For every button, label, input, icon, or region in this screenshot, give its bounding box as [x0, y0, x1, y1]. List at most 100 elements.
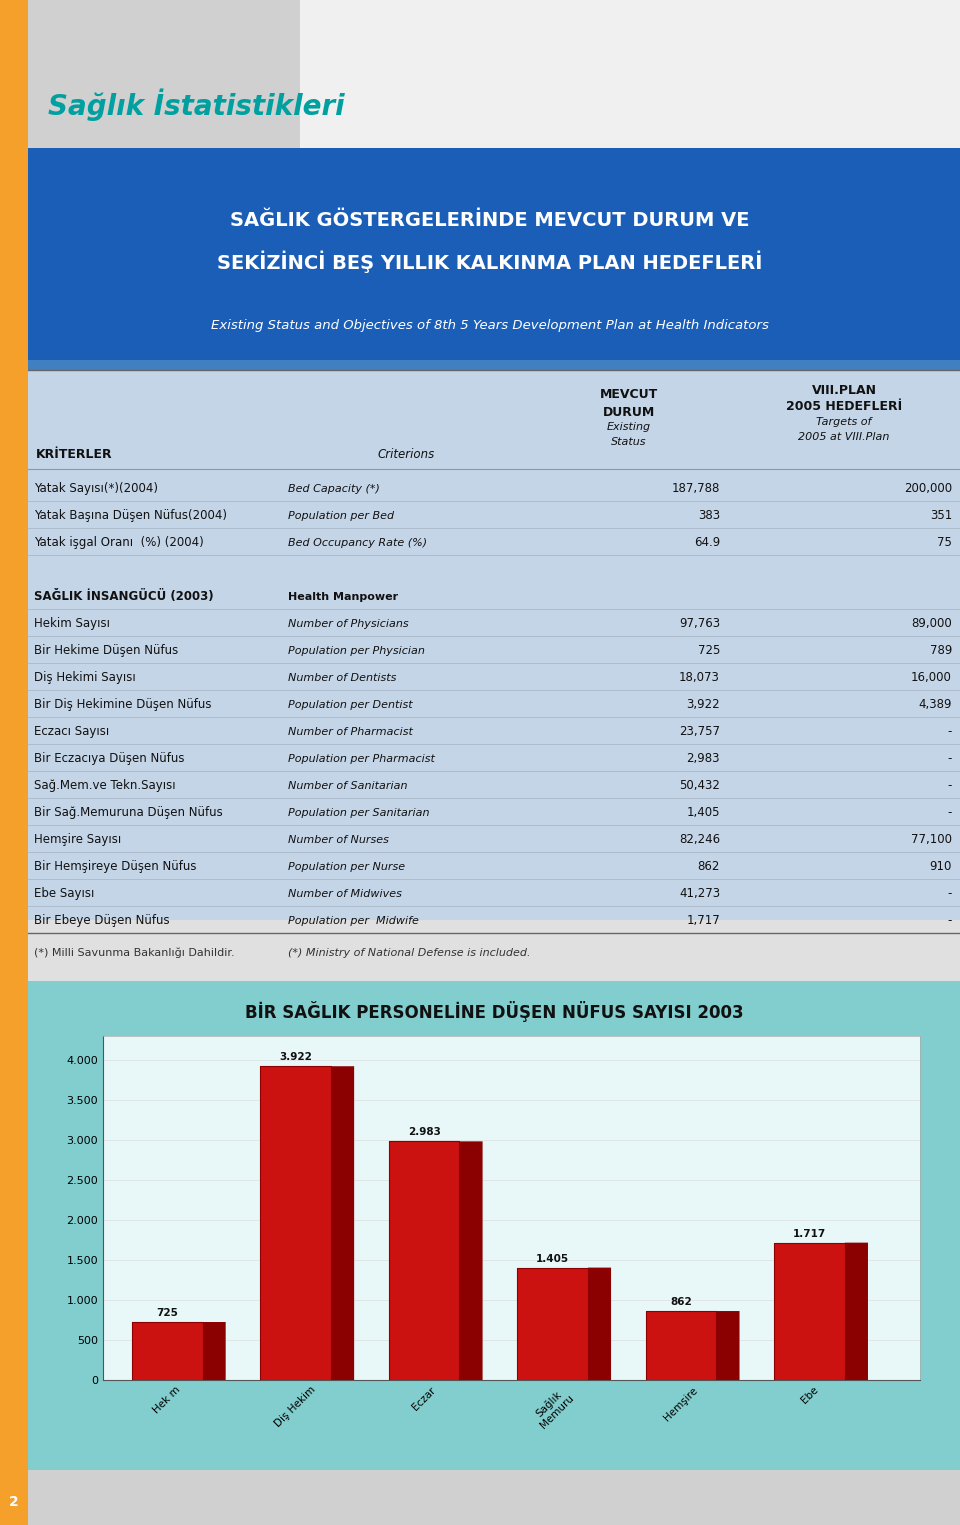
Text: Eczacı Sayısı: Eczacı Sayısı — [34, 726, 109, 738]
Polygon shape — [517, 1267, 588, 1380]
Text: 187,788: 187,788 — [672, 482, 720, 496]
Polygon shape — [260, 1066, 331, 1380]
Polygon shape — [460, 1141, 483, 1380]
Text: Number of Nurses: Number of Nurses — [288, 834, 389, 845]
Text: Yatak Sayısı(*)(2004): Yatak Sayısı(*)(2004) — [34, 482, 158, 496]
Text: 1,405: 1,405 — [686, 807, 720, 819]
Text: 725: 725 — [698, 645, 720, 657]
Text: 1.405: 1.405 — [536, 1254, 569, 1264]
Text: 2005 HEDEFLERİ: 2005 HEDEFLERİ — [786, 401, 902, 413]
Text: 4,389: 4,389 — [919, 698, 952, 711]
Text: Sağ.Mem.ve Tekn.Sayısı: Sağ.Mem.ve Tekn.Sayısı — [34, 779, 176, 793]
Text: Existing: Existing — [607, 422, 651, 432]
Polygon shape — [845, 1243, 868, 1380]
Bar — [28, 360, 960, 371]
Text: Bir Sağ.Memuruna Düşen Nüfus: Bir Sağ.Memuruna Düşen Nüfus — [34, 807, 223, 819]
Text: 1,717: 1,717 — [686, 915, 720, 927]
Text: Yatak Başına Düşen Nüfus(2004): Yatak Başına Düşen Nüfus(2004) — [34, 509, 227, 523]
Bar — [28, 148, 960, 360]
Text: 64.9: 64.9 — [694, 537, 720, 549]
Text: 351: 351 — [929, 509, 952, 523]
Polygon shape — [389, 1141, 460, 1380]
Text: Bir Hemşireye Düşen Nüfus: Bir Hemşireye Düşen Nüfus — [34, 860, 197, 874]
Text: 75: 75 — [937, 537, 952, 549]
Text: 725: 725 — [156, 1308, 179, 1318]
Text: 2: 2 — [10, 1494, 19, 1510]
Text: KRİTERLER: KRİTERLER — [36, 448, 112, 462]
Polygon shape — [774, 1243, 845, 1380]
Polygon shape — [203, 1322, 226, 1380]
Text: BİR SAĞLIK PERSONELİNE DÜŞEN NÜFUS SAYISI 2003: BİR SAĞLIK PERSONELİNE DÜŞEN NÜFUS SAYIS… — [245, 1000, 743, 1022]
Bar — [300, 0, 960, 148]
Text: 89,000: 89,000 — [911, 618, 952, 630]
Text: -: - — [948, 752, 952, 766]
Text: 1.717: 1.717 — [793, 1229, 827, 1238]
Text: 2005 at VIII.Plan: 2005 at VIII.Plan — [799, 432, 890, 442]
Text: Bed Occupancy Rate (%): Bed Occupancy Rate (%) — [288, 538, 427, 547]
Text: 862: 862 — [670, 1298, 692, 1307]
Text: -: - — [948, 807, 952, 819]
Text: 200,000: 200,000 — [904, 482, 952, 496]
Text: -: - — [948, 779, 952, 793]
Text: Yatak işgal Oranı  (%) (2004): Yatak işgal Oranı (%) (2004) — [34, 537, 204, 549]
Text: Bir Eczacıya Düşen Nüfus: Bir Eczacıya Düşen Nüfus — [34, 752, 184, 766]
Text: 383: 383 — [698, 509, 720, 523]
Text: Health Manpower: Health Manpower — [288, 592, 398, 602]
Text: 77,100: 77,100 — [911, 833, 952, 846]
Bar — [28, 1470, 960, 1525]
Text: (*) Milli Savunma Bakanlığı Dahildir.: (*) Milli Savunma Bakanlığı Dahildir. — [34, 947, 234, 958]
Text: Hemşire Sayısı: Hemşire Sayısı — [34, 833, 121, 846]
Text: 2.983: 2.983 — [408, 1127, 441, 1138]
Text: VIII.PLAN: VIII.PLAN — [811, 383, 876, 396]
Text: 18,073: 18,073 — [679, 671, 720, 685]
Text: Sağlık İstatistikleri: Sağlık İstatistikleri — [48, 88, 345, 122]
Text: Criterions: Criterions — [377, 448, 435, 462]
Text: 50,432: 50,432 — [679, 779, 720, 793]
Text: Diş Hekimi Sayısı: Diş Hekimi Sayısı — [34, 671, 135, 685]
Text: 97,763: 97,763 — [679, 618, 720, 630]
Text: 41,273: 41,273 — [679, 888, 720, 900]
Text: MEVCUT: MEVCUT — [600, 389, 659, 401]
Text: DURUM: DURUM — [603, 406, 655, 418]
Text: Number of Pharmacist: Number of Pharmacist — [288, 727, 413, 737]
Text: SAĞLIK GÖSTERGELERİNDE MEVCUT DURUM VE: SAĞLIK GÖSTERGELERİNDE MEVCUT DURUM VE — [230, 210, 750, 229]
Text: Population per Bed: Population per Bed — [288, 511, 395, 522]
Text: -: - — [948, 888, 952, 900]
Text: Number of Midwives: Number of Midwives — [288, 889, 402, 898]
Text: Population per Dentist: Population per Dentist — [288, 700, 413, 709]
Bar — [0, 1470, 28, 1525]
Bar — [28, 0, 960, 148]
Text: Number of Sanitarian: Number of Sanitarian — [288, 781, 407, 791]
Text: Population per Pharmacist: Population per Pharmacist — [288, 753, 435, 764]
Polygon shape — [132, 1322, 203, 1380]
Polygon shape — [646, 1312, 716, 1380]
Polygon shape — [588, 1267, 612, 1380]
Text: 2,983: 2,983 — [686, 752, 720, 766]
Text: Status: Status — [612, 438, 647, 447]
Text: Ebe Sayısı: Ebe Sayısı — [34, 888, 94, 900]
Text: Number of Physicians: Number of Physicians — [288, 619, 409, 628]
Text: Number of Dentists: Number of Dentists — [288, 673, 396, 683]
Text: -: - — [948, 915, 952, 927]
Text: 3,922: 3,922 — [686, 698, 720, 711]
Text: Population per Sanitarian: Population per Sanitarian — [288, 808, 429, 817]
Text: Bir Diş Hekimine Düşen Nüfus: Bir Diş Hekimine Düşen Nüfus — [34, 698, 211, 711]
Text: Bed Capacity (*): Bed Capacity (*) — [288, 483, 380, 494]
Text: Population per  Midwife: Population per Midwife — [288, 917, 419, 926]
Text: -: - — [948, 726, 952, 738]
Text: 23,757: 23,757 — [679, 726, 720, 738]
Text: Bir Hekime Düşen Nüfus: Bir Hekime Düşen Nüfus — [34, 645, 179, 657]
Bar — [0, 0, 28, 1525]
Polygon shape — [331, 1066, 354, 1380]
Polygon shape — [716, 1312, 739, 1380]
Text: 862: 862 — [698, 860, 720, 874]
Text: 789: 789 — [929, 645, 952, 657]
Text: Population per Physician: Population per Physician — [288, 647, 425, 656]
Text: 82,246: 82,246 — [679, 833, 720, 846]
Text: 16,000: 16,000 — [911, 671, 952, 685]
Text: Hekim Sayısı: Hekim Sayısı — [34, 618, 110, 630]
Text: Targets of: Targets of — [816, 416, 872, 427]
Text: (*) Ministry of National Defense is included.: (*) Ministry of National Defense is incl… — [288, 949, 531, 958]
Text: SEKİZİNCİ BEŞ YILLIK KALKINMA PLAN HEDEFLERİ: SEKİZİNCİ BEŞ YILLIK KALKINMA PLAN HEDEF… — [217, 250, 762, 273]
Text: 3.922: 3.922 — [279, 1052, 312, 1063]
